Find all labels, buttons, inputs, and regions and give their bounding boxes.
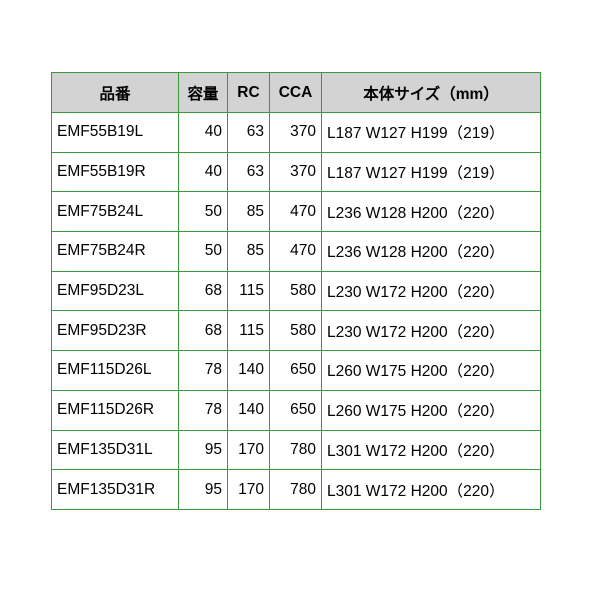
table-row: EMF55B19R 40 63 370 L187 W127 H199（219） xyxy=(51,151,541,193)
cell-rc: 63 xyxy=(227,151,270,193)
cell-size: L187 W127 H199（219） xyxy=(321,151,541,193)
cell-part-number: EMF135D31R xyxy=(51,469,179,510)
table-row: EMF95D23L 68 115 580 L230 W172 H200（220） xyxy=(51,270,541,312)
header-capacity: 容量 xyxy=(178,72,228,113)
cell-part-number: EMF75B24L xyxy=(51,191,179,233)
table-row: EMF75B24L 50 85 470 L236 W128 H200（220） xyxy=(51,191,541,233)
table-row: EMF115D26R 78 140 650 L260 W175 H200（220） xyxy=(51,389,541,431)
cell-part-number: EMF55B19L xyxy=(51,112,179,153)
table-row: EMF75B24R 50 85 470 L236 W128 H200（220） xyxy=(51,231,541,272)
cell-rc: 63 xyxy=(227,112,270,153)
cell-capacity: 40 xyxy=(178,151,228,193)
header-row: 品番 容量 RC CCA 本体サイズ（mm） xyxy=(51,72,541,113)
cell-size: L260 W175 H200（220） xyxy=(321,350,541,391)
cell-size: L236 W128 H200（220） xyxy=(321,231,541,272)
cell-size: L187 W127 H199（219） xyxy=(321,112,541,153)
cell-cca: 650 xyxy=(269,389,322,431)
cell-cca: 370 xyxy=(269,112,322,153)
cell-capacity: 50 xyxy=(178,231,228,272)
cell-capacity: 95 xyxy=(178,469,228,510)
table-row: EMF55B19L 40 63 370 L187 W127 H199（219） xyxy=(51,112,541,153)
cell-size: L230 W172 H200（220） xyxy=(321,270,541,312)
cell-rc: 115 xyxy=(227,270,270,312)
cell-part-number: EMF115D26L xyxy=(51,350,179,391)
cell-cca: 580 xyxy=(269,270,322,312)
header-rc: RC xyxy=(227,72,270,113)
cell-capacity: 50 xyxy=(178,191,228,233)
cell-size: L236 W128 H200（220） xyxy=(321,191,541,233)
cell-cca: 370 xyxy=(269,151,322,193)
cell-size: L301 W172 H200（220） xyxy=(321,429,541,471)
cell-rc: 140 xyxy=(227,389,270,431)
cell-capacity: 78 xyxy=(178,389,228,431)
cell-capacity: 40 xyxy=(178,112,228,153)
table-row: EMF135D31L 95 170 780 L301 W172 H200（220） xyxy=(51,429,541,471)
cell-cca: 780 xyxy=(269,429,322,471)
table-row: EMF115D26L 78 140 650 L260 W175 H200（220） xyxy=(51,350,541,391)
cell-part-number: EMF95D23R xyxy=(51,310,179,352)
cell-cca: 470 xyxy=(269,231,322,272)
cell-part-number: EMF55B19R xyxy=(51,151,179,193)
cell-size: L301 W172 H200（220） xyxy=(321,469,541,510)
cell-part-number: EMF115D26R xyxy=(51,389,179,431)
cell-rc: 170 xyxy=(227,469,270,510)
table-row: EMF95D23R 68 115 580 L230 W172 H200（220） xyxy=(51,310,541,352)
cell-size: L260 W175 H200（220） xyxy=(321,389,541,431)
cell-rc: 115 xyxy=(227,310,270,352)
cell-part-number: EMF135D31L xyxy=(51,429,179,471)
cell-cca: 780 xyxy=(269,469,322,510)
table-row: EMF135D31R 95 170 780 L301 W172 H200（220） xyxy=(51,469,541,510)
cell-cca: 650 xyxy=(269,350,322,391)
cell-rc: 170 xyxy=(227,429,270,471)
cell-part-number: EMF75B24R xyxy=(51,231,179,272)
header-part-number: 品番 xyxy=(51,72,179,113)
cell-size: L230 W172 H200（220） xyxy=(321,310,541,352)
cell-part-number: EMF95D23L xyxy=(51,270,179,312)
battery-spec-table: 品番 容量 RC CCA 本体サイズ（mm） EMF55B19L 40 63 370 L… xyxy=(51,72,541,510)
cell-capacity: 95 xyxy=(178,429,228,471)
cell-rc: 85 xyxy=(227,231,270,272)
cell-capacity: 68 xyxy=(178,310,228,352)
cell-cca: 580 xyxy=(269,310,322,352)
cell-rc: 85 xyxy=(227,191,270,233)
header-size: 本体サイズ（mm） xyxy=(321,72,541,113)
cell-cca: 470 xyxy=(269,191,322,233)
cell-rc: 140 xyxy=(227,350,270,391)
header-cca: CCA xyxy=(269,72,322,113)
cell-capacity: 78 xyxy=(178,350,228,391)
cell-capacity: 68 xyxy=(178,270,228,312)
